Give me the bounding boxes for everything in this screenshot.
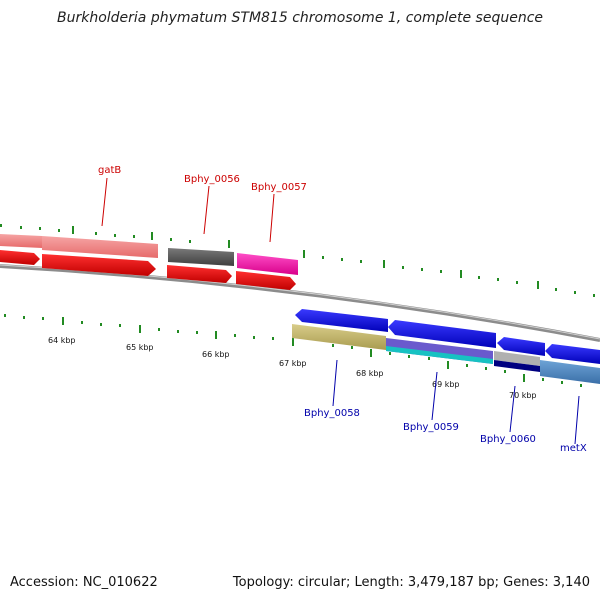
accession-label: Accession: NC_010622 xyxy=(10,575,158,590)
feature-red-right[interactable] xyxy=(236,271,296,290)
gene-label-bphy-0058[interactable]: Bphy_0058 xyxy=(304,408,360,419)
forward-tick-row xyxy=(0,224,595,297)
feature-blue-1[interactable] xyxy=(295,309,388,332)
feature-red-long[interactable] xyxy=(42,254,156,276)
feature-bphy-0058[interactable] xyxy=(292,324,386,350)
gene-label-metX[interactable]: metX xyxy=(560,443,587,454)
gene-label-bphy-0060[interactable]: Bphy_0060 xyxy=(480,434,536,445)
feature-bphy-0060[interactable] xyxy=(494,360,540,372)
feature-salmon-left[interactable] xyxy=(0,234,42,248)
map-title: Burkholderia phymatum STM815 chromosome … xyxy=(56,10,543,26)
scale-label-64: 64 kbp xyxy=(48,336,76,345)
feature-bphy-0057[interactable] xyxy=(237,253,298,275)
feature-metX[interactable] xyxy=(540,360,600,384)
topology-label: Topology: circular; Length: 3,479,187 bp… xyxy=(232,575,590,590)
gene-labels: gatB Bphy_0056 Bphy_0057 Bphy_0058 Bphy_… xyxy=(98,165,587,454)
gene-label-bphy-0057[interactable]: Bphy_0057 xyxy=(251,182,307,193)
reverse-tick-row xyxy=(4,314,582,387)
gene-label-gatB[interactable]: gatB xyxy=(98,165,121,176)
feature-blue-3[interactable] xyxy=(497,337,545,356)
feature-red-mid[interactable] xyxy=(167,265,232,283)
leader-lines xyxy=(101,177,580,445)
scale-label-65: 65 kbp xyxy=(126,343,154,352)
scale-labels: 64 kbp 65 kbp 66 kbp 67 kbp 68 kbp 69 kb… xyxy=(48,336,537,400)
feature-blue-2[interactable] xyxy=(388,320,496,348)
backbone-line xyxy=(0,264,600,342)
scale-label-69: 69 kbp xyxy=(432,380,460,389)
feature-bphy-0056[interactable] xyxy=(168,248,234,266)
gene-label-bphy-0059[interactable]: Bphy_0059 xyxy=(403,422,459,433)
scale-label-70: 70 kbp xyxy=(509,391,537,400)
feature-red-left[interactable] xyxy=(0,250,40,265)
feature-blue-4[interactable] xyxy=(545,344,600,364)
scale-label-67: 67 kbp xyxy=(279,359,307,368)
scale-label-66: 66 kbp xyxy=(202,350,230,359)
feature-gray-small[interactable] xyxy=(494,351,540,366)
scale-label-68: 68 kbp xyxy=(356,369,384,378)
feature-gatB[interactable] xyxy=(42,236,158,258)
feature-bphy-0059-stripe xyxy=(386,346,493,364)
forward-features xyxy=(0,234,298,290)
reverse-features xyxy=(292,309,600,384)
gene-label-bphy-0056[interactable]: Bphy_0056 xyxy=(184,174,240,185)
